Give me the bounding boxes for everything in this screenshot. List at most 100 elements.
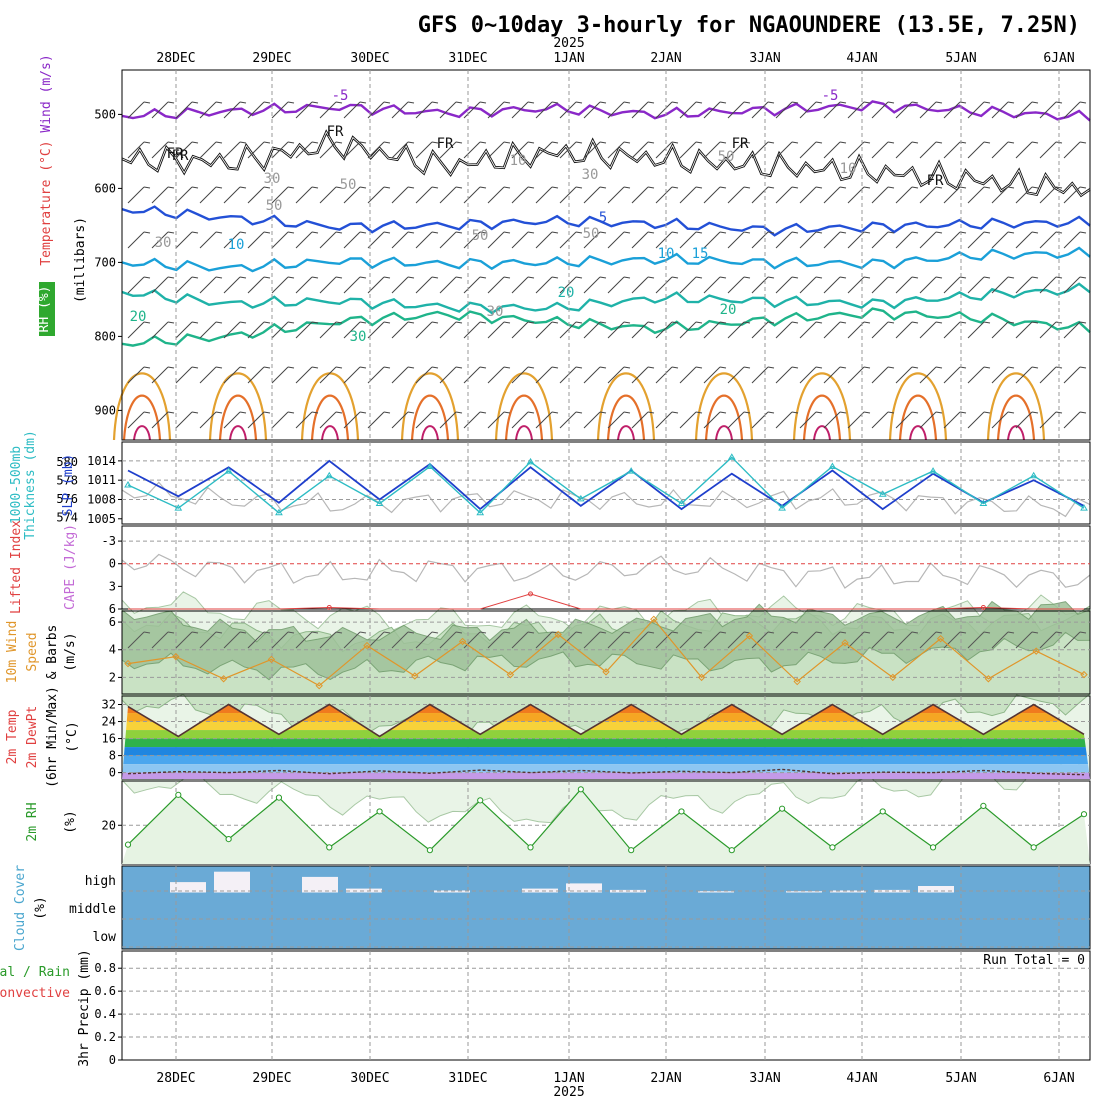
- wind-barb-feather: [215, 631, 223, 634]
- wind-barb-feather: [1079, 411, 1087, 414]
- wind-barb: [799, 231, 817, 249]
- wind-barb: [583, 631, 601, 649]
- wind-barb-feather: [1055, 186, 1063, 189]
- wind-barb-feather: [767, 411, 775, 414]
- wind-barb-feather: [719, 276, 727, 279]
- wind-barb-feather: [839, 366, 847, 369]
- wind-barb-feather: [647, 101, 655, 104]
- contour-label: FR: [437, 136, 454, 152]
- slp-tick-1008: 1008: [87, 492, 116, 506]
- wind-barb: [847, 276, 865, 294]
- wind10-frame: [121, 610, 1091, 695]
- wind-barb: [367, 366, 385, 384]
- wind-barb: [703, 321, 721, 339]
- wind-barb-feather: [431, 321, 439, 324]
- wind-barb-feather: [887, 276, 895, 279]
- wind-barb-feather: [287, 366, 295, 369]
- wind-barb-feather: [239, 366, 247, 369]
- wind-barb-feather: [359, 276, 367, 279]
- slp-tick-1014: 1014: [87, 454, 116, 468]
- wind-barb: [727, 231, 745, 249]
- wind-barb: [463, 141, 481, 159]
- wind-barb: [823, 276, 841, 294]
- wind-barb: [967, 186, 985, 204]
- wind-barb-feather: [1007, 411, 1015, 414]
- wind-barb: [199, 321, 217, 339]
- thickness-label-1: 1000-500mb: [9, 446, 24, 524]
- wind-barb: [679, 321, 697, 339]
- wind-barb: [775, 186, 793, 204]
- wind-barb-feather: [743, 141, 751, 144]
- wind-barb: [559, 631, 577, 649]
- wind-barb: [319, 186, 337, 204]
- thickness-point: [1080, 504, 1088, 511]
- wind-barb: [223, 141, 241, 159]
- wind-barb-feather: [719, 101, 727, 104]
- rh-point: [577, 786, 584, 793]
- wind-barb-feather: [527, 186, 535, 189]
- wind-barb-feather: [887, 231, 895, 234]
- wind-barb: [919, 231, 937, 249]
- temp-band: [122, 764, 1090, 773]
- wind-barb-feather: [143, 631, 151, 634]
- wind-barb: [631, 101, 649, 119]
- wind-barb-feather: [527, 276, 535, 279]
- high-cloud-bar: [302, 876, 338, 893]
- wind-barb-feather: [167, 186, 175, 189]
- wind-barb: [607, 141, 625, 159]
- wind-barb: [415, 141, 433, 159]
- contour-label: 30: [487, 304, 504, 320]
- wind-barb: [583, 231, 601, 249]
- wind-barb: [295, 231, 313, 249]
- wind-barb: [127, 366, 145, 384]
- wind-barb-feather: [719, 141, 727, 144]
- li-label: Lifted Index: [9, 520, 24, 614]
- wind-barb: [223, 101, 241, 119]
- wind-barb: [559, 321, 577, 339]
- cape-li-gridlines: [175, 526, 1060, 609]
- upper-air-ylabel: Temperature (°C) Wind (m/s): [39, 54, 54, 265]
- wind-barb: [775, 101, 793, 119]
- thickness-point: [476, 508, 485, 516]
- wind-barb-feather: [215, 101, 223, 104]
- wind-barb: [271, 101, 289, 119]
- wind-barb: [391, 231, 409, 249]
- thickness-point: [576, 494, 585, 502]
- wind-barb: [439, 231, 457, 249]
- temp-band: [122, 755, 1090, 765]
- wind-barb: [727, 276, 745, 294]
- rh-point: [426, 847, 433, 854]
- wind-barb: [391, 411, 409, 429]
- wind-barb-feather: [599, 631, 607, 634]
- wind-barb: [823, 231, 841, 249]
- wind-barb-feather: [455, 101, 463, 104]
- wind-barb: [1063, 411, 1081, 429]
- wind-barb-feather: [311, 231, 319, 234]
- wind-barb-feather: [215, 411, 223, 414]
- precip-units: 3hr Precip (mm): [77, 949, 92, 1066]
- date-label-bottom: 28DEC: [156, 1071, 195, 1086]
- wind-barb-feather: [671, 186, 679, 189]
- contour-label: 50: [718, 149, 735, 165]
- wind-barb: [439, 101, 457, 119]
- wind-barb: [487, 321, 505, 339]
- wind-speed-point: [984, 675, 993, 683]
- wind-barb: [847, 321, 865, 339]
- wind-barb-feather: [935, 141, 943, 144]
- cape-label: CAPE (J/kg): [63, 524, 78, 610]
- wind-barb-feather: [215, 366, 223, 369]
- li-tick-3: 3: [109, 579, 116, 593]
- wind-barb-feather: [743, 101, 751, 104]
- high-cloud-bar: [918, 886, 954, 893]
- pressure-tick-800: 800: [94, 329, 116, 343]
- wind-barb-feather: [599, 141, 607, 144]
- wind-barb: [535, 186, 553, 204]
- wind-barb: [583, 141, 601, 159]
- isotherm-30-loop: [996, 394, 1036, 441]
- wind-barb: [703, 366, 721, 384]
- wind-barb: [511, 141, 529, 159]
- dewpoint-series: [127, 768, 1085, 776]
- wind-barb: [175, 101, 193, 119]
- isotherm-15-line: [121, 282, 1091, 315]
- temp-tick-0: 0: [109, 766, 116, 780]
